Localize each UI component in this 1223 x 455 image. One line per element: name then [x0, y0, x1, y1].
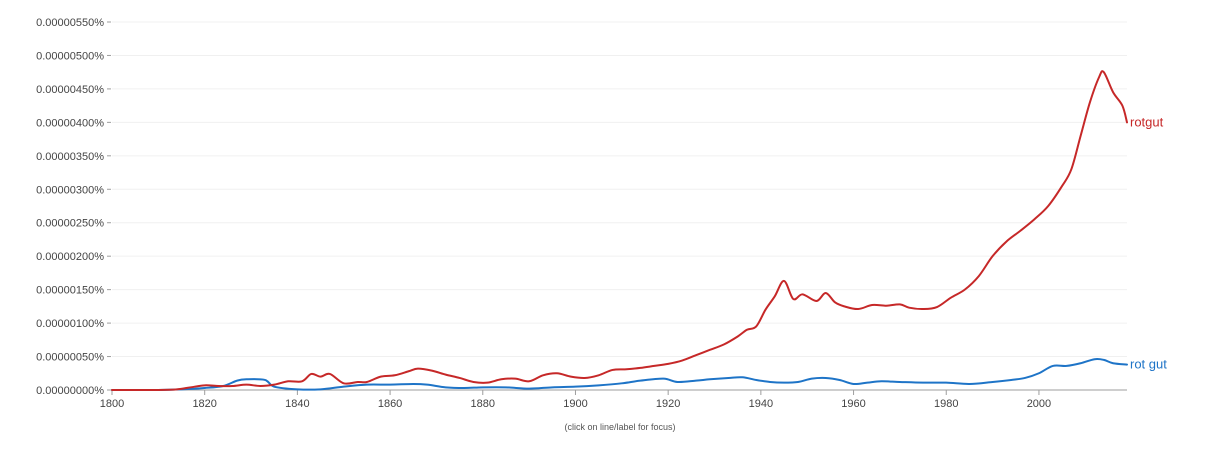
y-tick-label: 0.00000050%: [36, 352, 104, 364]
y-tick-label: 0.00000000%: [36, 385, 104, 397]
x-tick-label: 1920: [656, 398, 680, 410]
axis-layer: 0.00000000% 0.00000050% 0.00000100% 0.00000…: [36, 17, 1127, 410]
series-layer[interactable]: [111, 70, 1128, 392]
y-tick-label: 0.00000100%: [36, 318, 104, 330]
x-tick-label: 2000: [1027, 398, 1051, 410]
y-tick-label: 0.00000150%: [36, 285, 104, 297]
x-tick-label: 1860: [378, 398, 402, 410]
y-tick-label: 0.00000500%: [36, 50, 104, 62]
x-tick-label: 1800: [100, 398, 124, 410]
y-tick-label: 0.00000250%: [36, 218, 104, 230]
y-tick-label: 0.00000200%: [36, 251, 104, 263]
y-tick-label: 0.00000550%: [36, 17, 104, 29]
x-tick-label: 1960: [841, 398, 865, 410]
x-tick-label: 1940: [749, 398, 773, 410]
x-tick-label: 1840: [285, 398, 309, 410]
grid-layer: [112, 21, 1127, 358]
x-tick-label: 1820: [192, 398, 216, 410]
series-label-layer[interactable]: rotgut rot gut: [1130, 114, 1167, 371]
series-label-rotgut[interactable]: rotgut: [1130, 114, 1164, 129]
y-tick-label: 0.00000450%: [36, 84, 104, 96]
y-tick-label: 0.00000400%: [36, 117, 104, 129]
series-line-rot-gut[interactable]: [111, 357, 1128, 392]
x-tick-label: 1900: [563, 398, 587, 410]
y-tick-label: 0.00000350%: [36, 151, 104, 163]
series-label-rot-gut[interactable]: rot gut: [1130, 357, 1167, 372]
y-tick-label: 0.00000300%: [36, 184, 104, 196]
series-line-rotgut[interactable]: [111, 70, 1128, 392]
focus-hint-text: (click on line/label for focus): [564, 422, 675, 432]
x-tick-label: 1980: [934, 398, 958, 410]
x-tick-label: 1880: [471, 398, 495, 410]
